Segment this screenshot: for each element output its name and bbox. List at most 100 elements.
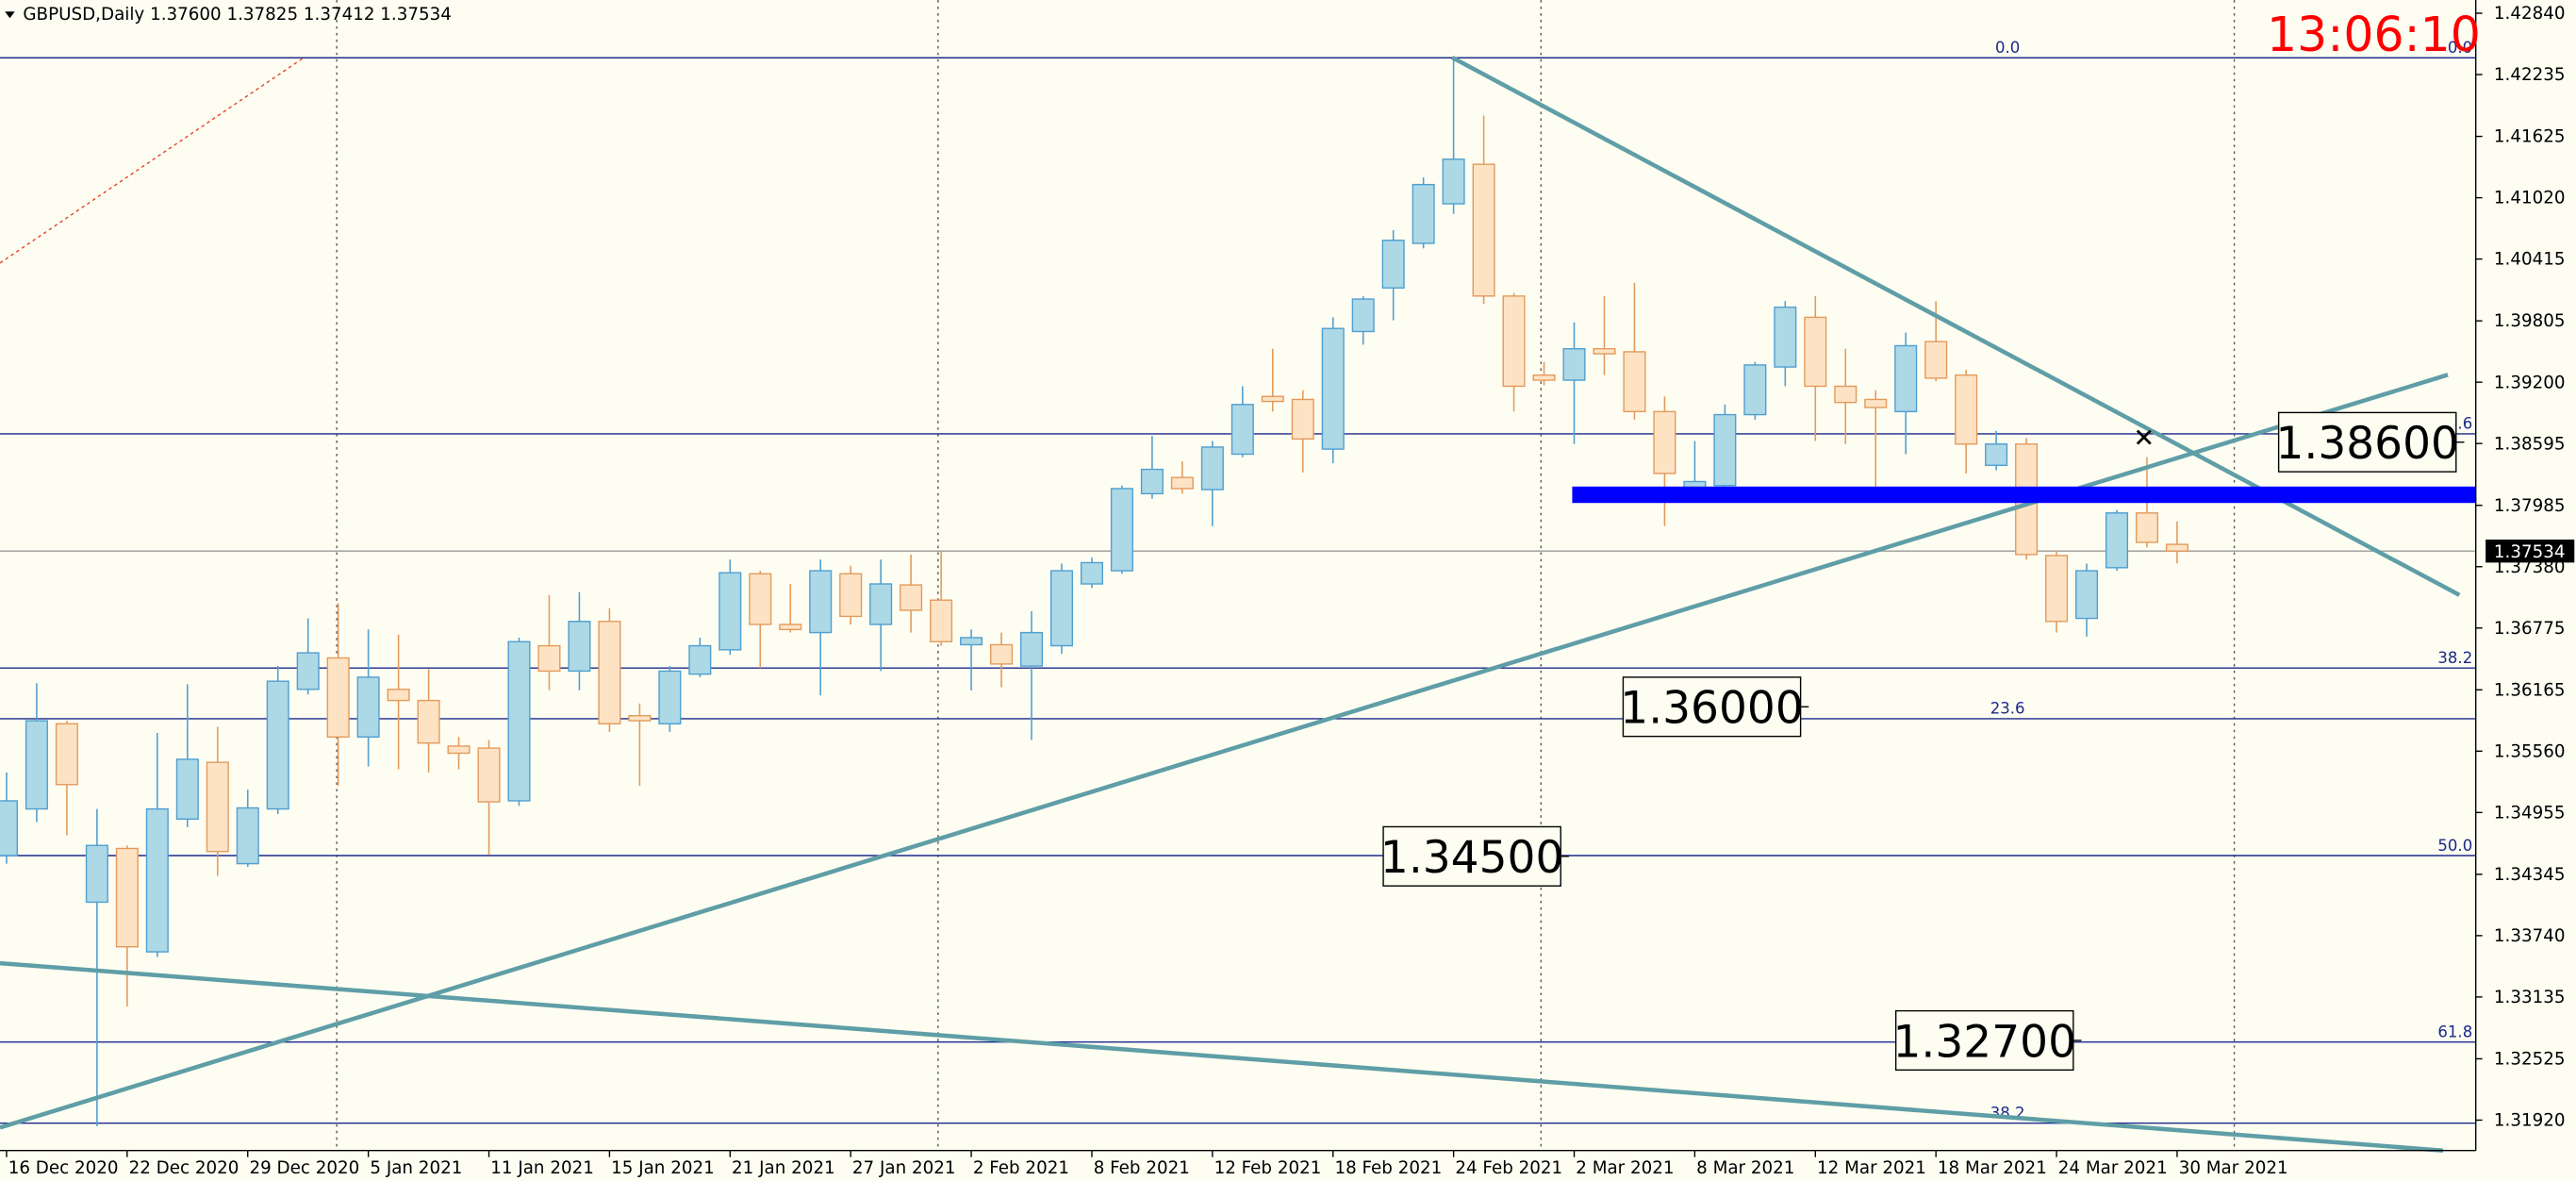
- candle-body: [537, 644, 561, 673]
- y-tick-label: 1.39805: [2494, 311, 2566, 331]
- candle-body: [688, 644, 712, 675]
- candle-body: [809, 570, 833, 634]
- candle-body: [25, 720, 48, 810]
- candle-body: [2135, 512, 2159, 543]
- candle-body: [568, 621, 591, 673]
- candle-body: [1230, 404, 1254, 456]
- candle-body: [718, 572, 742, 651]
- candle-body: [1080, 561, 1103, 585]
- clock: 13:06:10: [2267, 7, 2481, 62]
- candle-body: [1442, 158, 1465, 205]
- candle-body: [960, 637, 983, 646]
- candle-body: [1472, 163, 1495, 297]
- candle-body: [2105, 512, 2129, 569]
- candle-body: [175, 758, 199, 821]
- y-tick-label: 1.32525: [2494, 1050, 2566, 1070]
- candle-body: [779, 624, 802, 631]
- candle-body: [839, 573, 863, 618]
- candle-body: [1381, 240, 1405, 289]
- candle-body: [1924, 341, 1948, 379]
- y-tick-label: 1.42235: [2494, 65, 2566, 85]
- x-tick-label: 11 Jan 2021: [490, 1158, 594, 1178]
- fib-label: 23.6: [1990, 700, 2025, 718]
- candle-body: [507, 640, 531, 802]
- candle-body: [2165, 543, 2188, 552]
- cross-marker: [2136, 429, 2152, 445]
- y-tick-label: 1.34955: [2494, 803, 2566, 823]
- candle-body: [658, 670, 682, 725]
- y-tick-label: 1.38595: [2494, 434, 2566, 454]
- candle-body: [447, 745, 471, 755]
- y-tick-label: 1.41020: [2494, 189, 2566, 208]
- candle-body: [1804, 316, 1827, 388]
- x-tick-label: 24 Feb 2021: [1455, 1158, 1562, 1178]
- candle-body: [598, 621, 621, 725]
- candle-body: [1834, 385, 1858, 404]
- candle-body: [1743, 364, 1767, 416]
- period-separators: [336, 0, 2236, 1151]
- candle-body: [55, 723, 78, 786]
- candle-body: [356, 676, 380, 738]
- candle-body: [1955, 374, 1978, 445]
- x-tick-label: 15 Jan 2021: [611, 1158, 715, 1178]
- price-box: [2277, 411, 2457, 473]
- fib-label: 50.0: [2437, 837, 2472, 855]
- x-tick-label: 22 Dec 2020: [129, 1158, 239, 1178]
- current-price-tag: [2485, 540, 2575, 563]
- x-tick-label: 18 Feb 2021: [1334, 1158, 1442, 1178]
- candle-body: [326, 657, 350, 738]
- x-tick-label: 18 Mar 2021: [1938, 1158, 2047, 1178]
- y-tick-label: 1.33135: [2494, 988, 2566, 1007]
- dotted-trendline: [0, 57, 305, 264]
- x-tick-label: 5 Jan 2021: [370, 1158, 462, 1178]
- fib-label: 0.0: [2448, 39, 2472, 57]
- x-tick-label: 2 Feb 2021: [973, 1158, 1069, 1178]
- y-tick-label: 1.34345: [2494, 865, 2566, 885]
- candle-body: [1623, 351, 1646, 413]
- candle-body: [387, 689, 410, 702]
- x-tick-label: 21 Jan 2021: [732, 1158, 835, 1178]
- candle-body: [85, 844, 108, 904]
- fib-label: 0.0: [1995, 39, 2020, 57]
- candle-body: [749, 573, 772, 625]
- candle-body: [1774, 306, 1797, 368]
- price-box-label: 1.38600: [2275, 418, 2459, 470]
- candle-body: [1593, 348, 1616, 355]
- x-tick-label: 27 Jan 2021: [852, 1158, 956, 1178]
- candle-body: [900, 584, 923, 611]
- fib-label: 61.8: [2437, 1023, 2472, 1040]
- support-band: [1572, 486, 2476, 504]
- x-tick-label: 16 Dec 2020: [8, 1158, 119, 1178]
- candle-body: [145, 807, 169, 953]
- x-tick-label: 2 Mar 2021: [1576, 1158, 1674, 1178]
- y-tick-label: 1.42840: [2494, 4, 2566, 24]
- candle-body: [628, 715, 652, 722]
- candle-body: [296, 652, 320, 690]
- candle-body: [1532, 374, 1556, 381]
- candle-body: [236, 807, 259, 865]
- trendline: [0, 960, 2444, 1153]
- candle-body: [206, 761, 229, 853]
- price-box-label: 1.32700: [1893, 1016, 2077, 1068]
- x-tick-label: 29 Dec 2020: [249, 1158, 359, 1178]
- trendline: [1451, 56, 2461, 597]
- candle-body: [2045, 555, 2069, 623]
- candle-body: [1049, 570, 1074, 647]
- candle-body: [1110, 488, 1133, 572]
- current-price-label: 1.37534: [2494, 542, 2566, 562]
- x-tick-label: 24 Mar 2021: [2058, 1158, 2168, 1178]
- menu-arrow: [5, 11, 15, 19]
- candle-body: [266, 680, 289, 810]
- y-tick-label: 1.36165: [2494, 680, 2566, 700]
- price-box-label: 1.36000: [1620, 683, 1804, 735]
- y-tick-label: 1.33740: [2494, 926, 2566, 946]
- candle-body: [1412, 183, 1435, 244]
- candle-body: [1562, 348, 1586, 381]
- y-tick-label: 1.37985: [2494, 496, 2566, 516]
- candle-body: [0, 800, 18, 857]
- candle-body: [1291, 398, 1314, 441]
- candle-body: [1713, 413, 1737, 487]
- y-tick-label: 1.35560: [2494, 741, 2566, 761]
